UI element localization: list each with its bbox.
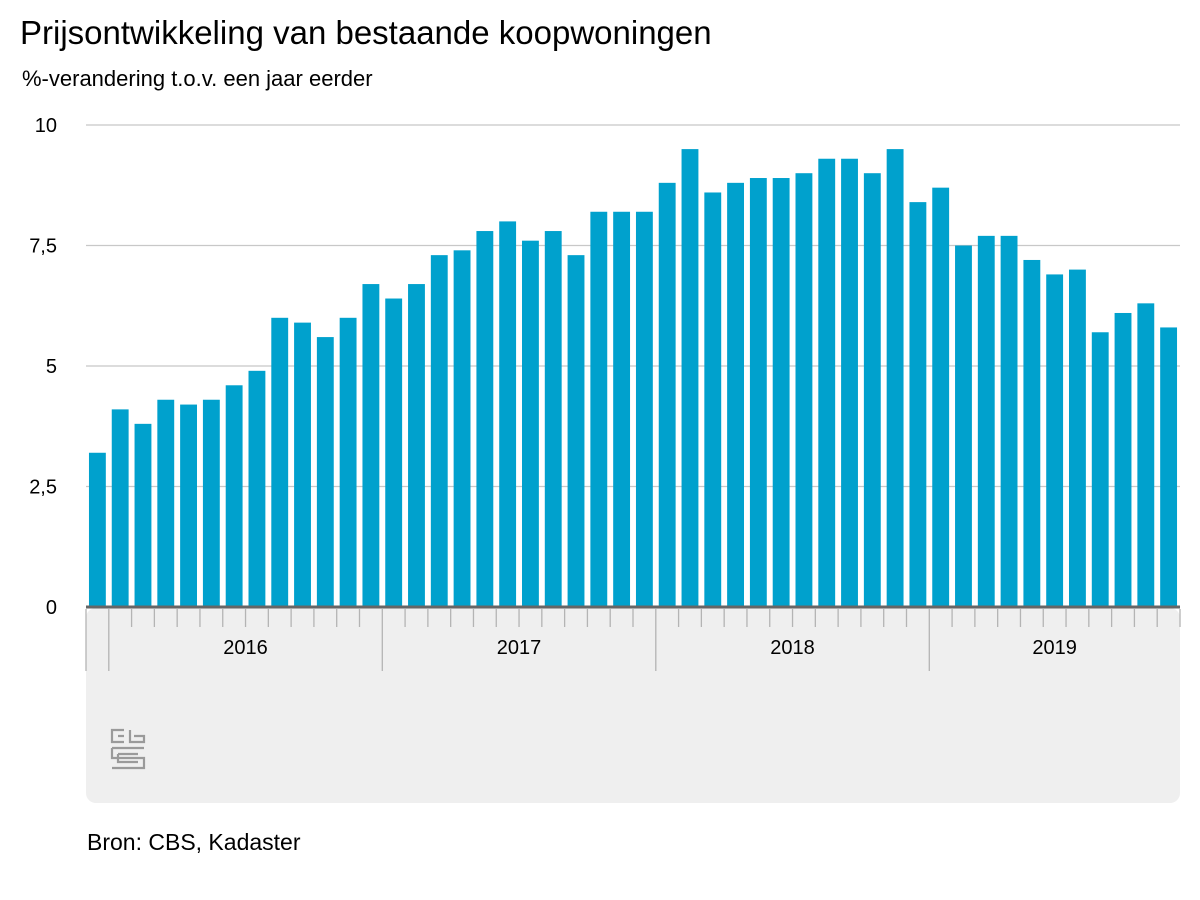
- x-year-label-2016: 2016: [223, 637, 268, 659]
- bar-2018-04: [727, 182, 744, 607]
- bar-2017-10: [590, 211, 608, 607]
- bar-2019-07: [1069, 269, 1086, 607]
- y-tick-label: 0: [46, 597, 57, 619]
- bar-2016-07: [248, 370, 266, 607]
- x-year-label-2018: 2018: [770, 637, 815, 659]
- bar-2015-12: [88, 452, 106, 607]
- bar-2018-05: [749, 178, 767, 607]
- bar-2017-12: [635, 211, 653, 607]
- bar-2017-07: [522, 240, 539, 607]
- bar-2018-07: [795, 173, 813, 607]
- bar-2019-06: [1046, 274, 1064, 607]
- bar-2017-02: [408, 284, 425, 607]
- bar-2016-03: [157, 399, 175, 607]
- x-year-label-2017: 2017: [497, 637, 542, 659]
- x-axis-ticks: [85, 609, 1181, 671]
- bar-2016-06: [225, 385, 243, 607]
- bar-2016-10: [316, 337, 334, 607]
- bar-2017-05: [476, 231, 494, 608]
- bar-2016-05: [202, 399, 220, 607]
- bar-2019-03: [977, 235, 995, 608]
- y-tick-label: 5: [46, 356, 57, 378]
- bar-2018-06: [772, 178, 790, 607]
- axis-panel: [86, 608, 1180, 803]
- bar-2019-11: [1160, 327, 1178, 607]
- bar-2018-11: [886, 149, 904, 607]
- gridlines: [86, 124, 1180, 488]
- y-tick-label: 2,5: [29, 477, 57, 499]
- cbs-logo-icon: [110, 728, 146, 770]
- bar-2016-09: [294, 322, 311, 607]
- bar-2019-08: [1091, 332, 1109, 607]
- bar-2017-08: [544, 231, 562, 608]
- y-tick-label: 10: [35, 115, 57, 137]
- bar-2018-01: [658, 182, 676, 607]
- y-tick-label: 7,5: [29, 236, 57, 258]
- bar-2018-09: [841, 158, 858, 608]
- bar-2018-12: [909, 202, 927, 607]
- x-year-label-2019: 2019: [1032, 637, 1077, 659]
- bar-2017-06: [499, 221, 517, 607]
- bars: [88, 149, 1178, 608]
- bar-2017-09: [567, 255, 585, 607]
- bar-2017-01: [385, 298, 403, 607]
- y-axis-labels: 0 2,5 5 7,5 10: [29, 115, 57, 619]
- bar-2018-10: [863, 173, 881, 607]
- bar-2016-04: [180, 404, 197, 607]
- bar-2017-04: [453, 250, 471, 607]
- bar-2016-11: [339, 317, 357, 607]
- bar-2016-08: [271, 317, 289, 607]
- bar-2019-05: [1023, 259, 1041, 607]
- chart-subtitle: %-verandering t.o.v. een jaar eerder: [22, 66, 373, 91]
- chart-title: Prijsontwikkeling van bestaande koopwoni…: [20, 14, 712, 51]
- bar-2016-12: [362, 284, 380, 607]
- bar-2016-02: [134, 423, 152, 607]
- bar-2019-04: [1000, 235, 1018, 608]
- bar-2017-03: [430, 255, 448, 607]
- bar-2018-03: [704, 192, 722, 608]
- bar-2018-02: [681, 149, 699, 607]
- bar-2019-10: [1137, 303, 1155, 607]
- bar-2017-11: [613, 211, 631, 607]
- bar-2019-09: [1114, 312, 1132, 607]
- bar-2016-01: [111, 409, 129, 607]
- bar-2018-08: [818, 158, 836, 608]
- bar-2019-01: [932, 187, 950, 607]
- bar-2019-02: [955, 245, 972, 607]
- source-note: Bron: CBS, Kadaster: [87, 829, 301, 855]
- x-axis-year-labels: 2016 2017 2018 2019: [223, 637, 1077, 659]
